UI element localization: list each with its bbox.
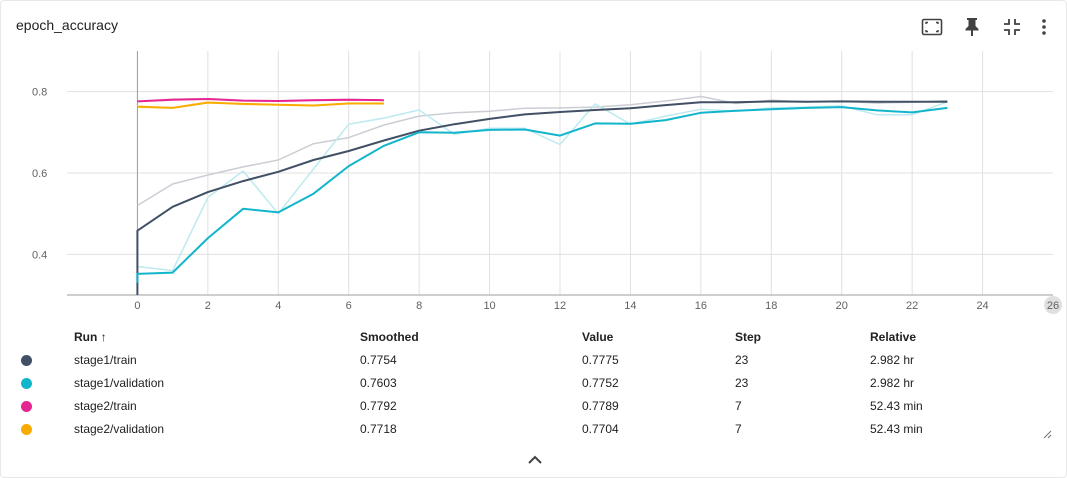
cell-step: 23 <box>735 353 749 367</box>
x-tick-label: 24 <box>976 300 988 312</box>
cell-relative: 2.982 hr <box>870 353 915 367</box>
run-color-dot <box>21 424 32 435</box>
x-tick-label: 14 <box>624 300 636 312</box>
x-tick-label: 16 <box>695 300 707 312</box>
cell-relative: 2.982 hr <box>870 376 915 390</box>
cell-run: stage2/validation <box>74 422 165 436</box>
x-tick-label: 20 <box>836 300 848 312</box>
collapse-icon[interactable] <box>998 13 1026 41</box>
x-tick-label: 0 <box>134 300 140 312</box>
cell-run: stage2/train <box>74 399 137 413</box>
cell-value: 0.7775 <box>582 353 619 367</box>
card-title: epoch_accuracy <box>16 17 118 33</box>
header-step[interactable]: Step <box>735 330 762 344</box>
header-value[interactable]: Value <box>582 330 614 344</box>
run-color-dot <box>21 355 32 366</box>
cell-smoothed: 0.7718 <box>360 422 397 436</box>
cell-run: stage1/validation <box>74 376 165 390</box>
series-line-stage2-train-smoothed <box>137 98 384 103</box>
cell-step: 7 <box>735 422 742 436</box>
y-tick-label: 0.8 <box>32 87 47 99</box>
run-color-dot <box>21 401 32 412</box>
x-tick-label: 6 <box>346 300 352 312</box>
x-tick-label: 10 <box>483 300 495 312</box>
header-run[interactable]: Run ↑ <box>74 330 107 344</box>
chevron-up-icon[interactable] <box>526 453 544 467</box>
resize-handle-icon[interactable] <box>1042 429 1052 439</box>
cell-value: 0.7752 <box>582 376 619 390</box>
cell-step: 7 <box>735 399 742 413</box>
cell-smoothed: 0.7754 <box>360 353 397 367</box>
card-toolbar <box>918 13 1058 41</box>
x-tick-label: 2 <box>205 300 211 312</box>
series-line-stage1-validation-smoothed <box>136 106 948 283</box>
accuracy-chart[interactable]: 0.40.60.80 2 4 6 8 10 12 14 16 18 20 22 24 26 <box>1 1 1067 323</box>
x-tick-label: 12 <box>554 300 566 312</box>
cell-smoothed: 0.7603 <box>360 376 397 390</box>
x-tick-label: 8 <box>416 300 422 312</box>
cell-relative: 52.43 min <box>870 422 923 436</box>
cell-run: stage1/train <box>74 353 137 367</box>
x-tick-highlight <box>1044 296 1062 314</box>
x-tick-label: 4 <box>275 300 281 312</box>
x-tick-label: 22 <box>906 300 918 312</box>
series-line-stage2-validation-smoothed <box>137 101 384 109</box>
pin-icon[interactable] <box>958 13 986 41</box>
fit-to-screen-icon[interactable] <box>918 13 946 41</box>
x-tick-label: 18 <box>765 300 777 312</box>
header-relative[interactable]: Relative <box>870 330 917 344</box>
cell-step: 23 <box>735 376 749 390</box>
run-color-dot <box>21 378 32 389</box>
y-tick-label: 0.6 <box>32 168 47 180</box>
cell-value: 0.7704 <box>582 422 619 436</box>
x-tick-label: 26 <box>1047 300 1059 312</box>
header-smoothed[interactable]: Smoothed <box>360 330 419 344</box>
series-line-stage1-validation-raw <box>137 101 948 272</box>
cell-value: 0.7789 <box>582 399 619 413</box>
cell-relative: 52.43 min <box>870 399 923 413</box>
y-tick-label: 0.4 <box>32 249 47 261</box>
cell-smoothed: 0.7792 <box>360 399 397 413</box>
more-vert-icon[interactable] <box>1030 13 1058 41</box>
series-line-stage1-train-smoothed <box>136 100 948 295</box>
